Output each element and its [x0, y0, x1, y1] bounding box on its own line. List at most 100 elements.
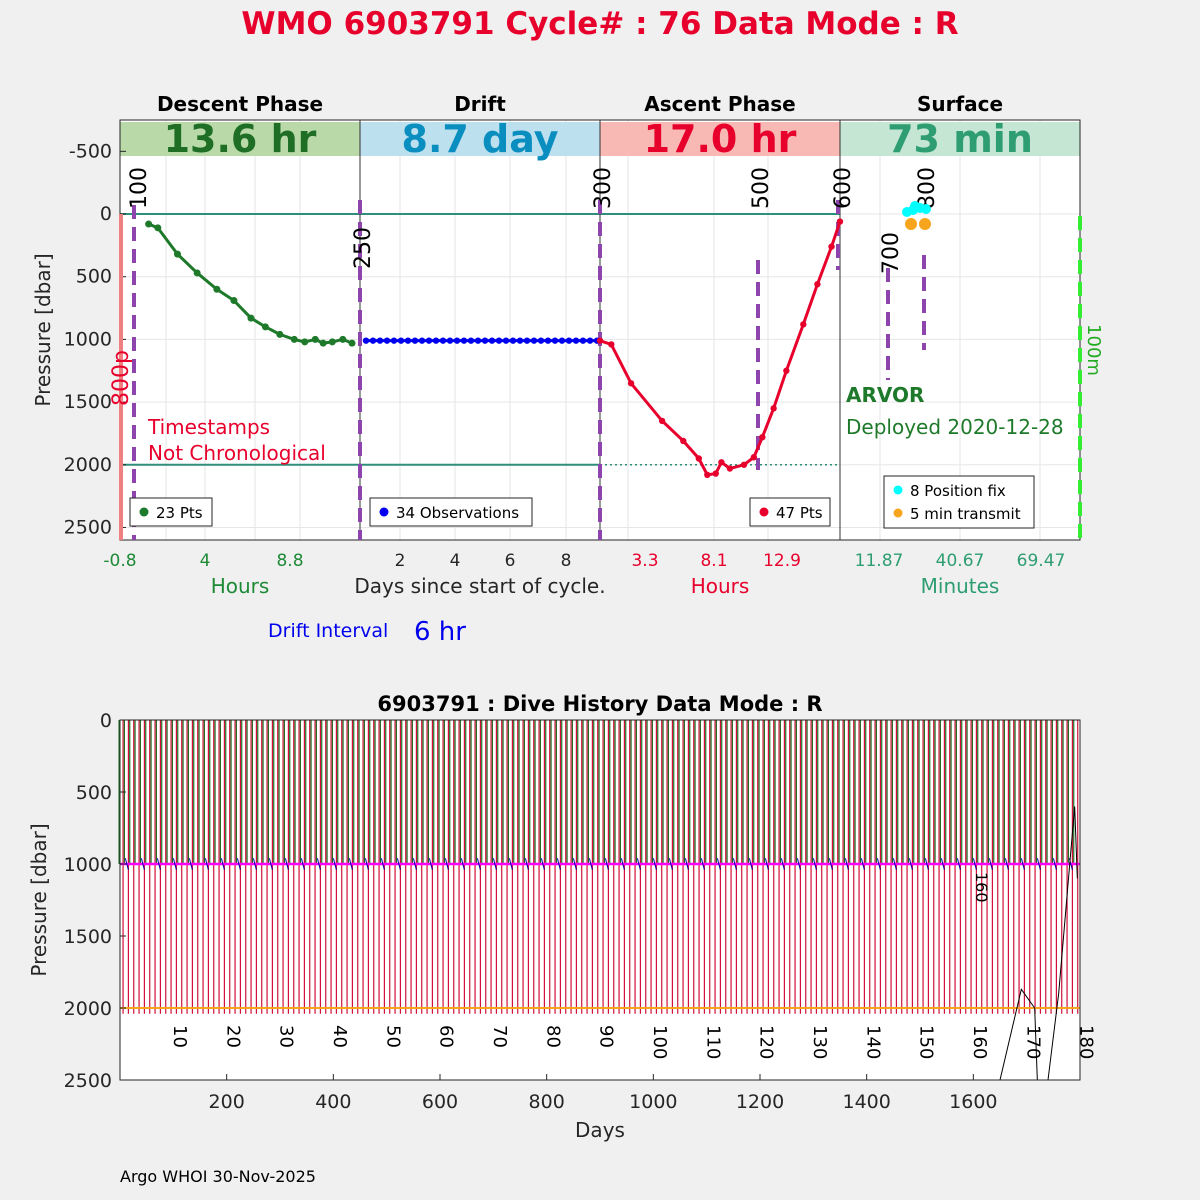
drift-point — [551, 337, 559, 344]
legend-marker — [139, 507, 149, 517]
x-tick-label: 11.87 — [855, 551, 904, 571]
drift-wiggle — [124, 858, 129, 870]
cycle-label: 120 — [756, 1025, 777, 1059]
phase-duration: 8.7 day — [402, 117, 559, 161]
mark-label: 500 — [749, 167, 774, 209]
drift-wiggle — [252, 858, 257, 870]
drift-wiggle — [380, 858, 385, 870]
ascent-point — [658, 417, 666, 425]
drift-wiggle — [764, 858, 769, 870]
float-type-label: ARVOR — [846, 383, 924, 407]
ascent-point — [750, 454, 758, 461]
drift-point — [397, 337, 405, 344]
y-tick-label: 1500 — [64, 926, 112, 948]
drift-wiggle — [812, 858, 817, 870]
ascent-point — [770, 405, 777, 412]
ascent-point — [814, 281, 821, 288]
cycle-label: 70 — [489, 1025, 510, 1048]
deployed-label: Deployed 2020-12-28 — [846, 415, 1064, 439]
cycle-label: 80 — [542, 1025, 563, 1048]
history-title: 6903791 : Dive History Data Mode : R — [377, 692, 822, 716]
history-axes-bg — [120, 720, 1080, 1080]
x-tick-label: 1600 — [949, 1091, 997, 1113]
legend-box — [883, 475, 1035, 529]
drift-point — [537, 337, 545, 344]
descent-point — [348, 339, 356, 347]
drift-point — [404, 337, 412, 344]
cycle-label: 150 — [916, 1025, 937, 1059]
x-tick-label: 6 — [505, 551, 516, 571]
ascent-point — [712, 470, 719, 477]
drift-wiggle — [572, 858, 577, 870]
drift-wiggle — [316, 858, 321, 870]
cycle-label: 30 — [276, 1025, 297, 1048]
drift-wiggle — [860, 858, 865, 870]
x-tick-label: 69.47 — [1017, 551, 1066, 571]
descent-point — [261, 323, 269, 331]
drift-wiggle — [652, 858, 657, 870]
x-tick-label: 1000 — [629, 1091, 677, 1113]
drift-wiggle — [236, 858, 241, 870]
drift-wiggle — [508, 858, 513, 870]
drift-point — [453, 337, 461, 344]
drift-wiggle — [364, 858, 369, 870]
y-tick-label: 1000 — [64, 854, 112, 876]
drift-point — [467, 337, 475, 344]
phase-title: Drift — [454, 92, 506, 116]
drift-wiggle — [908, 858, 913, 870]
position-fix-point — [910, 201, 920, 211]
ascent-point — [627, 380, 635, 387]
phase-band — [840, 122, 1080, 156]
drift-wiggle — [348, 858, 353, 870]
cycle-label: 140 — [862, 1025, 883, 1059]
cycle-label: 110 — [702, 1025, 723, 1059]
drift-wiggle — [460, 858, 465, 870]
drift-wiggle — [284, 858, 289, 870]
x-tick-label: 8 — [561, 551, 572, 571]
ascent-point — [800, 321, 807, 328]
ascent-point — [596, 337, 604, 344]
ascent-point — [718, 459, 725, 466]
ascent-point — [783, 367, 790, 374]
legend-marker — [893, 485, 903, 495]
drift-wiggle — [700, 858, 705, 870]
cycle-label: 100 — [649, 1025, 670, 1059]
x-tick-label: 8.8 — [276, 551, 303, 571]
descent-profile-line — [148, 222, 353, 345]
drift-point — [586, 337, 594, 344]
drift-wiggle — [604, 858, 609, 870]
drift-wiggle — [476, 858, 481, 870]
drift-wiggle — [300, 858, 305, 870]
drift-point — [390, 337, 398, 344]
x-axis-label: Hours — [691, 574, 750, 598]
drift-point — [509, 337, 517, 344]
anomaly-line — [1047, 806, 1078, 1081]
drift-point — [558, 337, 566, 344]
descent-point — [193, 269, 201, 277]
cycle-label: 40 — [329, 1025, 350, 1048]
y-axis-label: Pressure [dbar] — [27, 823, 51, 976]
drift-wiggle — [524, 858, 529, 870]
drift-wiggle — [428, 858, 433, 870]
y-tick-label: -500 — [69, 140, 112, 162]
y-tick-label: 0 — [100, 710, 112, 732]
drift-point — [425, 337, 433, 344]
position-fix-point — [921, 204, 931, 214]
descent-point — [290, 335, 298, 343]
mark-label: 300 — [591, 167, 616, 209]
drift-point — [502, 337, 510, 344]
drift-wiggle — [140, 858, 145, 870]
drift-point — [432, 337, 440, 344]
x-axis-label: Hours — [211, 574, 270, 598]
drift-wiggle — [556, 858, 561, 870]
cycle-label: 160 — [969, 1025, 990, 1059]
x-tick-label: 1200 — [736, 1091, 784, 1113]
descent-point — [311, 335, 319, 343]
drift-wiggle — [940, 858, 945, 870]
drift-wiggle — [444, 858, 449, 870]
drift-point — [516, 337, 524, 344]
y-tick-label: 2500 — [64, 1070, 112, 1092]
descent-point — [301, 338, 309, 346]
drift-wiggle — [668, 858, 673, 870]
